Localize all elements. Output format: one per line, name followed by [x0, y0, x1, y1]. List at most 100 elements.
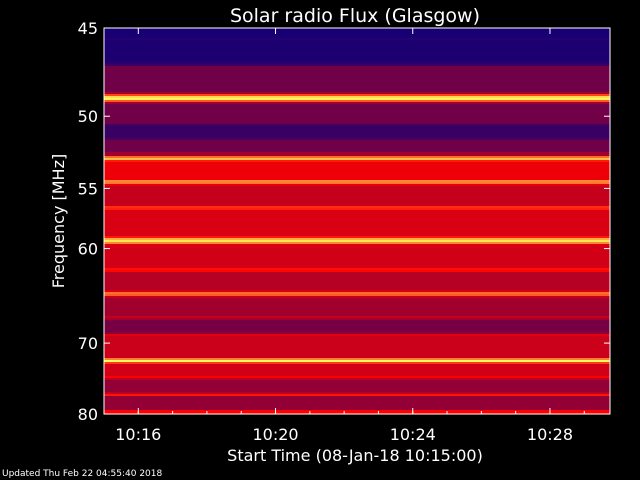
heatmap-row: [104, 194, 610, 197]
heatmap-row: [104, 344, 610, 347]
y-tick-label: 45: [78, 19, 98, 38]
heatmap-row: [104, 138, 610, 141]
heatmap-row: [104, 28, 610, 31]
heatmap-row: [104, 114, 610, 117]
heatmap-row: [104, 384, 610, 387]
x-axis-label: Start Time (08-Jan-18 10:15:00): [227, 446, 483, 465]
heatmap-row: [104, 372, 610, 375]
heatmap-row: [104, 280, 610, 283]
heatmap-row: [104, 236, 610, 239]
heatmap-row: [104, 352, 610, 355]
heatmap-row: [104, 406, 610, 409]
heatmap-row: [104, 118, 610, 121]
heatmap-row: [104, 132, 610, 135]
heatmap-row: [104, 202, 610, 205]
heatmap-row: [104, 328, 610, 331]
heatmap-row: [104, 314, 610, 317]
heatmap-row: [104, 156, 610, 159]
heatmap-row: [104, 380, 610, 383]
heatmap-row: [104, 66, 610, 69]
x-tick-label: 10:20: [252, 425, 298, 444]
x-tick-label: 10:28: [527, 425, 573, 444]
heatmap-row: [104, 176, 610, 179]
heatmap-row: [104, 216, 610, 219]
heatmap-row: [104, 126, 610, 129]
heatmap-row: [104, 250, 610, 253]
heatmap-row: [104, 316, 610, 319]
heatmap-row: [104, 186, 610, 189]
heatmap-row: [104, 164, 610, 167]
heatmap-row: [104, 300, 610, 303]
heatmap-row: [104, 354, 610, 357]
heatmap-row: [104, 242, 610, 245]
heatmap-row: [104, 388, 610, 391]
heatmap-row: [104, 72, 610, 75]
heatmap-row: [104, 400, 610, 403]
heatmap-row: [104, 162, 610, 165]
heatmap-row: [104, 212, 610, 215]
heatmap-row: [104, 356, 610, 359]
heatmap-row: [104, 94, 610, 97]
heatmap-row: [104, 396, 610, 399]
heatmap-row: [104, 272, 610, 275]
heatmap-row: [104, 366, 610, 369]
heatmap-row: [104, 306, 610, 309]
heatmap-row: [104, 286, 610, 289]
heatmap-row: [104, 110, 610, 113]
heatmap-row: [104, 340, 610, 343]
heatmap-row: [104, 266, 610, 269]
heatmap-row: [104, 334, 610, 337]
heatmap-row: [104, 62, 610, 65]
heatmap-row: [104, 326, 610, 329]
heatmap-row: [104, 288, 610, 291]
heatmap-row: [104, 230, 610, 233]
heatmap-row: [104, 74, 610, 77]
heatmap-row: [104, 48, 610, 51]
heatmap-row: [104, 144, 610, 147]
heatmap-row: [104, 174, 610, 177]
x-tick-label: 10:16: [115, 425, 161, 444]
heatmap-row: [104, 368, 610, 371]
heatmap-row: [104, 108, 610, 111]
heatmap-row: [104, 258, 610, 261]
heatmap-row: [104, 264, 610, 267]
heatmap-row: [104, 188, 610, 191]
y-axis-label: Frequency [MHz]: [49, 154, 68, 288]
heatmap-row: [104, 32, 610, 35]
heatmap-row: [104, 254, 610, 257]
heatmap-row: [104, 244, 610, 247]
heatmap-row: [104, 346, 610, 349]
heatmap-row: [104, 238, 610, 241]
heatmap-row: [104, 98, 610, 101]
heatmap-row: [104, 76, 610, 79]
y-tick-label: 50: [78, 107, 98, 126]
heatmap-row: [104, 146, 610, 149]
y-tick-label: 60: [78, 240, 98, 259]
heatmap-row: [104, 302, 610, 305]
heatmap-row: [104, 332, 610, 335]
heatmap-row: [104, 298, 610, 301]
heatmap-row: [104, 46, 610, 49]
heatmap-row: [104, 200, 610, 203]
heatmap-row: [104, 50, 610, 53]
heatmap-row: [104, 88, 610, 91]
heatmap-row: [104, 336, 610, 339]
spectrogram-heatmap: [104, 28, 610, 415]
heatmap-row: [104, 218, 610, 221]
heatmap-row: [104, 168, 610, 171]
heatmap-row: [104, 394, 610, 397]
heatmap-row: [104, 148, 610, 151]
heatmap-row: [104, 252, 610, 255]
heatmap-row: [104, 210, 610, 213]
heatmap-row: [104, 128, 610, 131]
heatmap-row: [104, 90, 610, 93]
heatmap-row: [104, 80, 610, 83]
heatmap-row: [104, 324, 610, 327]
heatmap-row: [104, 402, 610, 405]
heatmap-row: [104, 40, 610, 43]
heatmap-row: [104, 360, 610, 363]
heatmap-row: [104, 318, 610, 321]
heatmap-row: [104, 410, 610, 413]
heatmap-row: [104, 304, 610, 307]
